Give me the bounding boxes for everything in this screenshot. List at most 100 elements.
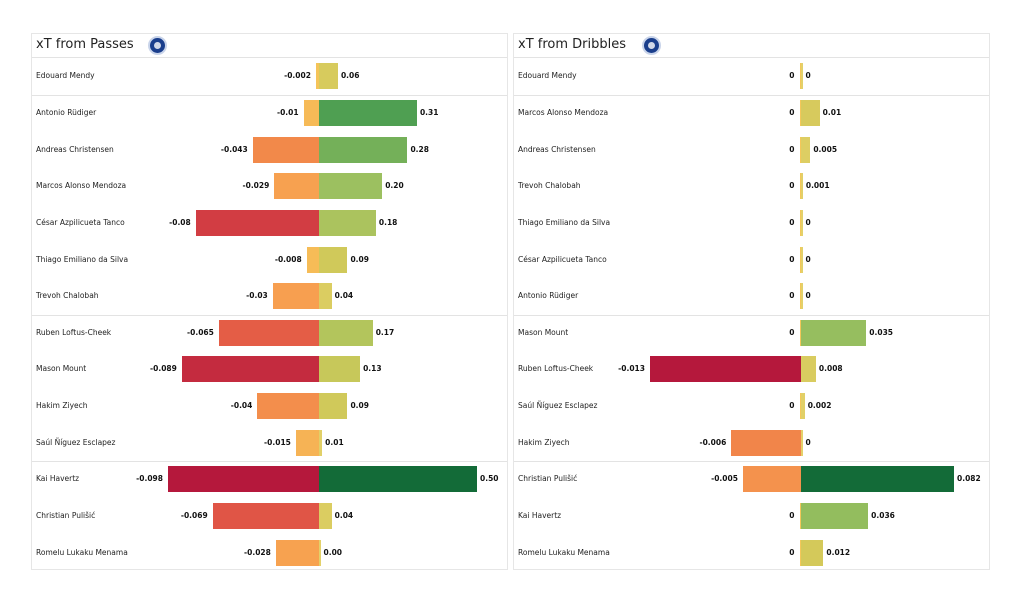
negative-value-label: 0 [789,511,795,521]
positive-value-label: 0.31 [419,107,439,117]
positive-bar [801,429,803,456]
player-name: Ruben Loftus-Cheek [518,364,594,374]
positive-bar [801,99,820,126]
passes-title: xT from Passes [36,37,134,52]
negative-value-label: -0.03 [246,291,268,301]
negative-bar [257,393,319,420]
positive-bar [801,503,869,530]
positive-bar [801,539,824,566]
negative-value-label: 0 [789,144,795,154]
dribbles-title: xT from Dribbles [518,37,627,52]
positive-bar [319,173,383,200]
negative-bar [181,356,319,383]
chelsea-crest-icon [642,36,661,55]
player-name: Saúl Ñíguez Esclapez [36,437,116,447]
negative-bar [799,283,801,310]
group-divider [32,94,507,96]
positive-value-label: 0 [805,254,811,264]
negative-value-label: -0.006 [699,437,727,447]
positive-bar [319,319,373,346]
positive-bar [801,356,816,383]
positive-value-label: 0 [805,291,811,301]
negative-value-label: -0.065 [187,327,214,337]
negative-value-label: -0.069 [180,511,208,521]
positive-value-label: 0.13 [363,364,382,374]
player-name: Romelu Lukaku Menama [518,547,610,557]
positive-bar [801,246,803,273]
negative-value-label: 0 [789,107,795,117]
negative-bar [212,503,319,530]
negative-bar [306,246,319,273]
positive-bar [319,466,477,493]
player-name: Andreas Christensen [36,144,114,154]
negative-bar [195,209,319,236]
positive-value-label: 0.50 [480,474,499,484]
negative-bar [799,136,801,163]
positive-bar [319,283,332,310]
player-name: Marcos Alonso Mendoza [36,181,127,191]
positive-bar [801,283,803,310]
player-name: Antonio Rüdiger [518,291,579,301]
negative-bar [799,99,801,126]
negative-bar [252,136,319,163]
negative-value-label: 0 [789,547,795,557]
positive-value-label: 0.001 [805,181,830,191]
negative-bar [742,466,801,493]
player-name: Christian Pulišić [518,474,578,484]
group-divider [514,94,989,96]
negative-value-label: -0.005 [711,474,738,484]
player-name: Saúl Ñíguez Esclapez [518,401,598,411]
chelsea-crest-icon [148,36,167,55]
negative-bar [275,539,319,566]
negative-bar [315,63,319,90]
positive-bar [319,246,348,273]
negative-bar [295,429,319,456]
negative-bar [799,246,801,273]
negative-bar [799,393,801,420]
negative-bar [799,209,801,236]
positive-value-label: 0.28 [410,144,429,154]
positive-bar [801,136,811,163]
player-name: César Azpilicueta Tanco [518,254,607,264]
positive-value-label: 0.01 [822,107,842,117]
positive-value-label: 0.18 [378,217,398,227]
positive-value-label: 0 [805,217,811,227]
player-name: Thiago Emiliano da Silva [36,254,129,264]
player-name: Edouard Mendy [518,71,577,81]
positive-value-label: 0.04 [334,511,354,521]
positive-bar [319,63,338,90]
positive-bar [319,356,361,383]
positive-bar [319,393,348,420]
negative-value-label: -0.08 [169,217,191,227]
group-divider [514,461,989,463]
negative-value-label: -0.002 [284,71,311,81]
player-name: Hakim Ziyech [518,437,570,447]
negative-value-label: -0.015 [264,437,291,447]
negative-value-label: -0.013 [618,364,645,374]
positive-value-label: 0.09 [350,254,369,264]
player-name: Thiago Emiliano da Silva [518,217,611,227]
positive-bar [319,136,408,163]
group-divider [32,314,507,316]
negative-bar [218,319,319,346]
negative-bar [799,503,801,530]
negative-value-label: -0.01 [276,107,299,117]
player-name: Edouard Mendy [36,71,95,81]
positive-bar [319,503,332,530]
negative-value-label: -0.029 [242,181,270,191]
negative-value-label: 0 [789,217,795,227]
player-name: Hakim Ziyech [36,401,88,411]
negative-bar [731,429,801,456]
player-name: Trevoh Chalobah [518,181,581,191]
player-name: Trevoh Chalobah [36,291,99,301]
negative-value-label: -0.098 [136,474,163,484]
positive-bar [319,99,417,126]
player-name: Romelu Lukaku Menama [36,547,128,557]
group-divider [514,314,989,316]
negative-bar [272,283,319,310]
positive-bar [319,539,321,566]
header-divider [32,57,507,58]
positive-bar [801,319,867,346]
negative-value-label: 0 [789,327,795,337]
negative-value-label: -0.028 [244,547,271,557]
